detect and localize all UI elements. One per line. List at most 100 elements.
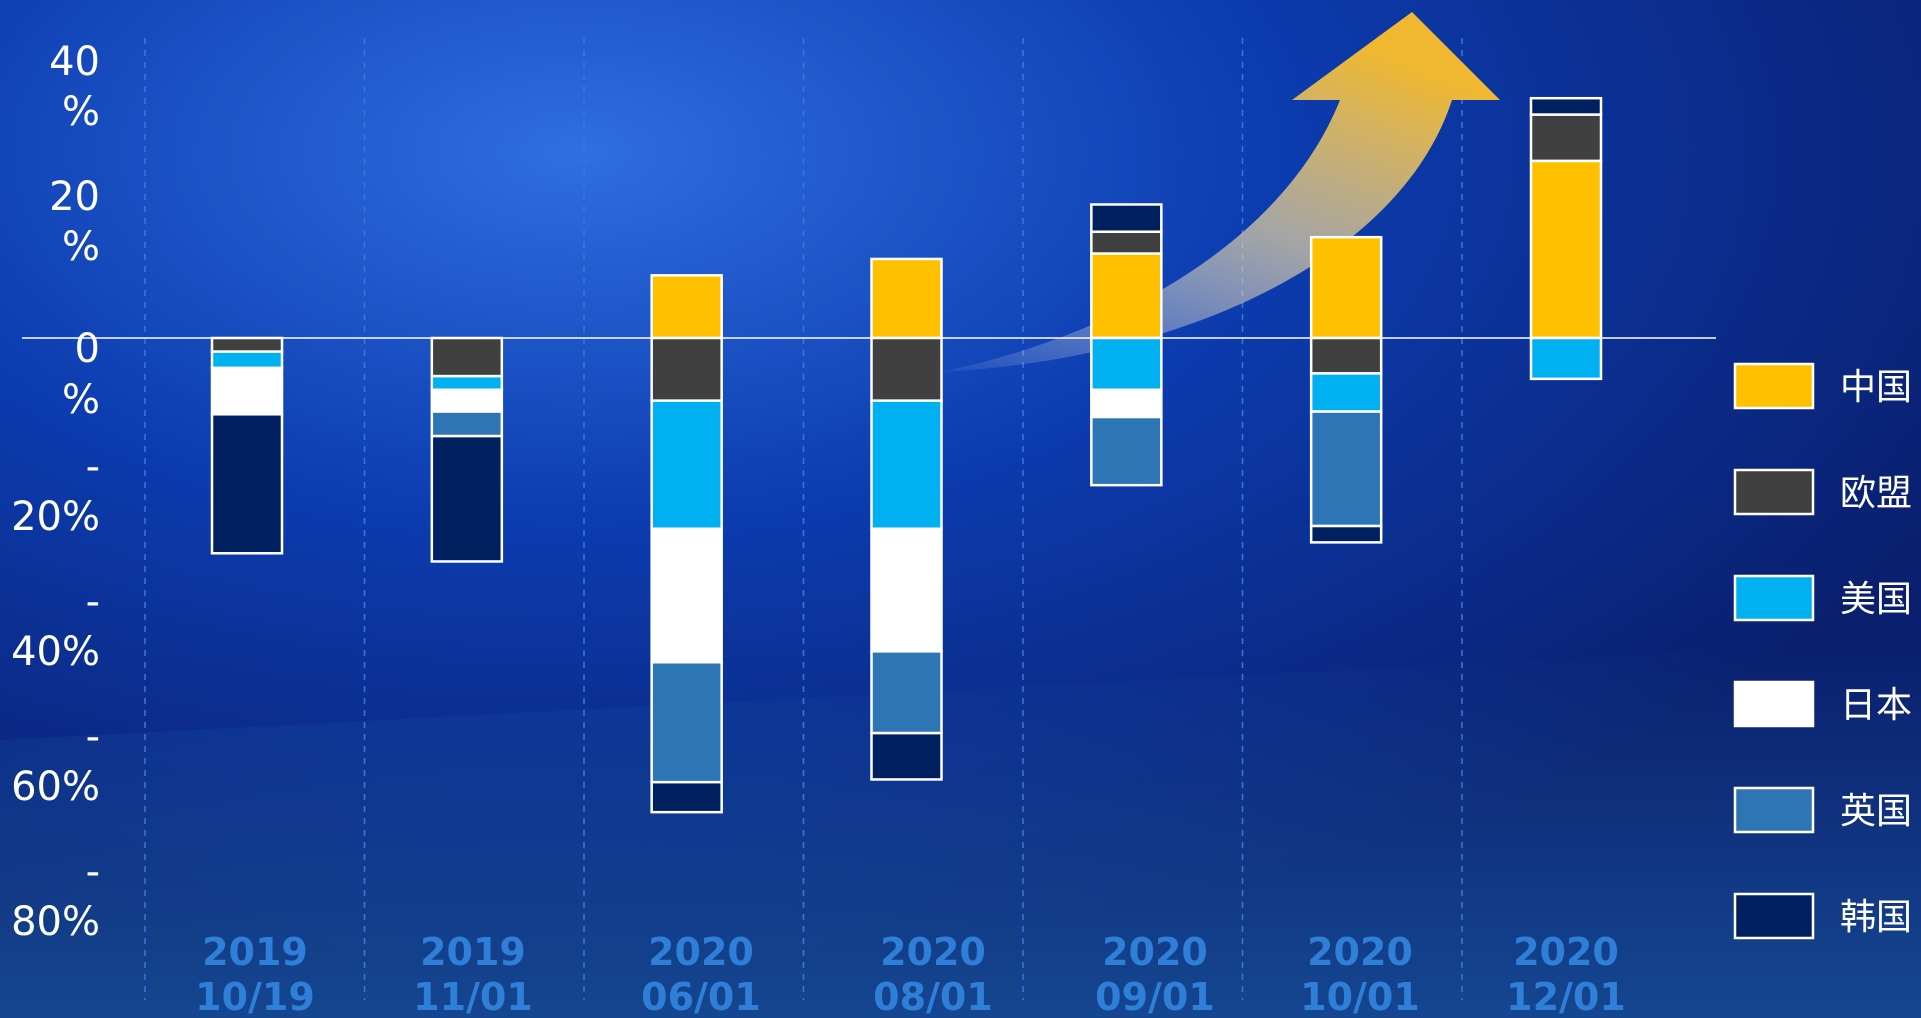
y-tick-label-line: - <box>86 849 100 895</box>
legend-label: 韩国 <box>1840 897 1912 938</box>
bar-segment <box>650 527 723 664</box>
bar-segment <box>1309 410 1383 528</box>
bar-stack <box>430 336 504 563</box>
x-tick-label: 2020 08/01 <box>873 930 993 1018</box>
bar-segment <box>430 434 504 563</box>
legend-label: 欧盟 <box>1840 473 1912 514</box>
y-tick-label-line: % <box>62 377 100 423</box>
bar-segment <box>210 336 284 353</box>
y-tick-label-line: - <box>86 579 100 625</box>
y-tick-label: 20% <box>49 174 100 270</box>
y-tick-label: -20% <box>11 444 100 540</box>
x-tick-label: 2019 11/01 <box>413 930 533 1018</box>
bar-segment <box>870 650 943 735</box>
bar-segment <box>650 780 723 814</box>
legend-label: 英国 <box>1840 791 1912 832</box>
y-tick-label-line: 60% <box>11 764 100 810</box>
x-tick-label-line: 10/01 <box>1300 975 1420 1018</box>
bar-segment <box>1090 336 1163 392</box>
y-tick-label-line: - <box>86 444 100 490</box>
x-tick-label-line: 2020 <box>1513 930 1619 974</box>
x-tick-label: 2020 10/01 <box>1300 930 1420 1018</box>
x-tick-label: 2019 10/19 <box>195 930 315 1018</box>
x-tick-label: 2020 09/01 <box>1095 930 1215 1018</box>
y-tick-label: 0% <box>62 326 100 423</box>
y-axis-tick-labels: 40 %20 %0 %-20%-40%-60%-80% <box>11 39 100 945</box>
vertical-gridlines <box>144 38 1463 1000</box>
legend-item: 欧盟 <box>1733 468 1912 516</box>
x-tick-label-line: 2020 <box>880 930 986 974</box>
legend-item: 日本 <box>1733 680 1912 728</box>
bar-stack <box>1529 96 1603 381</box>
x-tick-label: 2020 12/01 <box>1506 930 1626 1018</box>
legend-label: 日本 <box>1840 685 1912 726</box>
bar-segment <box>1090 388 1163 419</box>
bar-segment <box>870 336 943 402</box>
legend-swatch <box>1733 574 1815 622</box>
x-tick-label-line: 2020 <box>1307 930 1413 974</box>
y-tick-label-line: - <box>86 714 100 760</box>
x-tick-label-line: 08/01 <box>873 975 993 1018</box>
legend-item: 中国 <box>1733 362 1912 410</box>
bar-stack <box>650 274 723 814</box>
legend-swatch <box>1733 362 1815 410</box>
bar-segment <box>1529 96 1603 116</box>
bar-segment <box>870 257 943 340</box>
legend-item: 美国 <box>1733 574 1912 622</box>
legend-swatch <box>1733 680 1815 728</box>
bar-stack <box>1090 203 1163 487</box>
x-tick-label-line: 2019 <box>420 930 526 974</box>
y-tick-label: -40% <box>11 579 100 675</box>
y-tick-label-line: 0 <box>75 326 100 372</box>
bar-segment <box>1090 203 1163 233</box>
bar-segment <box>1090 252 1163 340</box>
y-tick-label-line: 20 <box>49 174 100 220</box>
bar-segment <box>1090 230 1163 255</box>
bar-segment <box>210 350 284 370</box>
bar-stack <box>870 257 943 781</box>
bar-segment <box>210 413 284 555</box>
bar-segment <box>430 410 504 438</box>
bar-segment <box>1309 524 1383 544</box>
background-floor-glow <box>0 640 1921 1018</box>
legend-label: 中国 <box>1840 367 1912 408</box>
x-tick-label: 2020 06/01 <box>641 930 761 1018</box>
y-tick-label-line: 80% <box>11 899 100 945</box>
legend-item: 英国 <box>1733 786 1912 834</box>
x-tick-label-line: 12/01 <box>1506 975 1626 1018</box>
x-tick-label-line: 11/01 <box>413 975 533 1018</box>
legend-swatch <box>1733 892 1815 940</box>
trend-arrow-icon <box>940 12 1500 372</box>
legend-swatch <box>1733 468 1815 516</box>
bar-stack <box>210 336 284 555</box>
bar-segment <box>210 366 284 416</box>
x-tick-label-line: 2020 <box>1102 930 1208 974</box>
bar-segment <box>870 731 943 781</box>
y-tick-label: -60% <box>11 714 100 810</box>
bar-segment <box>650 661 723 784</box>
y-tick-label-line: % <box>62 89 100 135</box>
bar-stacks <box>210 96 1603 814</box>
y-tick-label-line: 40% <box>11 629 100 675</box>
x-tick-label-line: 10/19 <box>195 975 315 1018</box>
bar-segment <box>1529 113 1603 163</box>
bar-segment <box>1090 415 1163 487</box>
bar-segment <box>1529 159 1603 340</box>
y-tick-label-line: % <box>62 224 100 270</box>
legend-swatch <box>1733 786 1815 834</box>
bar-segment <box>1309 372 1383 413</box>
bar-segment <box>430 388 504 413</box>
bar-segment <box>650 274 723 340</box>
x-tick-label-line: 06/01 <box>641 975 761 1018</box>
y-tick-label-line: 20% <box>11 494 100 540</box>
y-tick-label: 40% <box>49 39 100 135</box>
bar-segment <box>650 399 723 530</box>
bar-segment <box>1309 336 1383 375</box>
y-tick-label: -80% <box>11 849 100 945</box>
bar-segment <box>430 336 504 378</box>
bar-segment <box>1309 235 1383 340</box>
legend-label: 美国 <box>1840 579 1912 620</box>
bar-segment <box>650 336 723 402</box>
